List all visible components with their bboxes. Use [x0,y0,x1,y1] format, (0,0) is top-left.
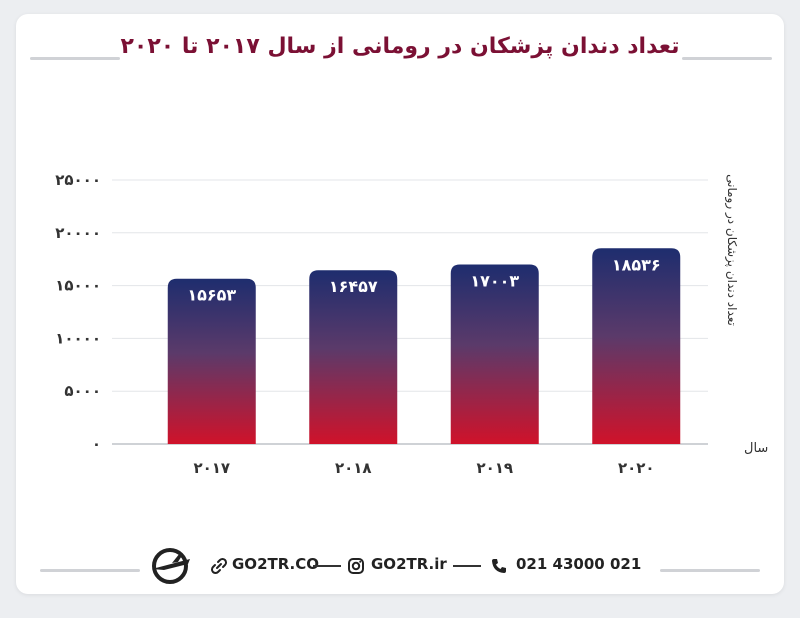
bar [309,270,398,444]
y-tick-label: ۰ [92,435,101,453]
website-text[interactable]: GO2TR.CO [232,555,320,573]
logo-icon [152,548,190,584]
bar [592,248,681,444]
y-tick-label: ۲۵۰۰۰ [55,171,101,189]
title-area: تعداد دندان پزشکان در رومانی از سال ۲۰۱۷… [0,26,800,66]
bar [450,264,539,444]
y-tick-label: ۲۰۰۰۰ [55,224,101,242]
bar-value-label: ۱۵۶۵۳ [187,286,236,305]
bar-value-label: ۱۶۴۵۷ [329,277,378,296]
y-tick-label: ۱۰۰۰۰ [55,329,101,347]
link-icon [210,557,228,575]
x-tick-label: ۲۰۱۷ [193,459,230,477]
bar-value-label: ۱۸۵۳۶ [612,255,661,274]
phone-text[interactable]: 021 43000 021 [516,555,642,573]
instagram-text[interactable]: GO2TR.ir [371,555,447,573]
footer: GO2TR.CO GO2TR.ir 021 43000 021 [0,545,800,585]
bar [167,278,256,444]
instagram-icon [348,558,364,574]
footer-dash [453,565,481,567]
phone-icon [492,559,506,573]
x-tick-label: ۲۰۱۸ [335,459,372,477]
footer-rule-right [660,569,760,572]
title-rule-left [30,57,120,60]
title-rule-right [682,57,772,60]
y-axis-label: تعداد دندان پزشکان در رومانی [724,174,739,326]
chart-title: تعداد دندان پزشکان در رومانی از سال ۲۰۱۷… [120,33,680,59]
x-axis-label: سال [744,441,768,456]
y-tick-label: ۵۰۰۰ [64,382,101,400]
footer-rule-left [40,569,140,572]
footer-dash [313,565,341,567]
y-tick-label: ۱۵۰۰۰ [55,277,101,295]
x-tick-label: ۲۰۱۹ [476,459,513,477]
x-tick-label: ۲۰۲۰ [618,459,655,477]
bar-value-label: ۱۷۰۰۳ [470,271,519,290]
